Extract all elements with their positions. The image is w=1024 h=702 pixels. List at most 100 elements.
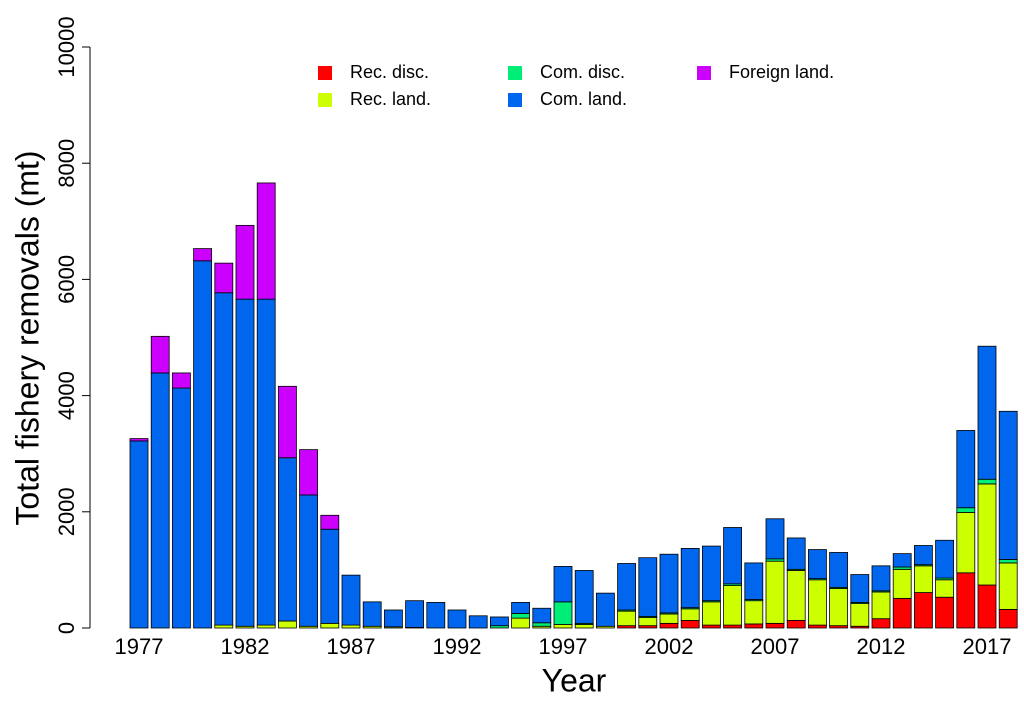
bar-segment <box>235 298 255 627</box>
bar-segment <box>765 518 785 560</box>
bar-segment <box>998 609 1018 629</box>
bar-segment <box>680 608 700 621</box>
x-tick-label: 2002 <box>645 634 694 659</box>
bar-segment <box>235 224 255 300</box>
bar-segment <box>808 549 827 580</box>
bar-segment <box>765 622 785 629</box>
bar-segment <box>320 514 340 530</box>
bar-segment <box>744 562 764 600</box>
bar-segment <box>744 623 764 629</box>
bar-segment <box>808 624 827 629</box>
bar-segment <box>680 548 700 609</box>
legend-swatch <box>697 66 711 80</box>
bar-segment <box>193 248 213 262</box>
legend-label: Rec. disc. <box>350 62 429 82</box>
bar-segment <box>320 528 340 624</box>
legend-swatch <box>318 66 332 80</box>
bar-segment <box>680 620 700 629</box>
bar-segment <box>956 507 976 513</box>
bar-segment <box>723 624 742 629</box>
bar-segment <box>935 539 954 579</box>
bar-segment <box>299 494 319 627</box>
bar-segment <box>659 553 679 614</box>
bar-segment <box>320 622 340 629</box>
bar-segment <box>532 622 552 627</box>
x-tick-label: 1987 <box>327 634 376 659</box>
bar-segment <box>426 602 446 629</box>
bar-segment <box>871 565 891 592</box>
bar-segment <box>511 613 531 619</box>
bar-segment <box>405 600 425 628</box>
y-tick-label: 10000 <box>54 16 79 77</box>
bar-segment <box>447 609 467 629</box>
y-tick-label: 2000 <box>54 487 79 536</box>
bar-segment <box>871 618 891 629</box>
bar-segment <box>892 597 912 629</box>
y-tick-label: 0 <box>54 622 79 634</box>
legend-label: Com. land. <box>540 89 627 109</box>
bar-segment <box>511 617 531 629</box>
bar-segment <box>214 624 234 629</box>
bar-segment <box>977 478 997 485</box>
bar-segment <box>765 560 785 624</box>
bar-segment <box>553 566 573 603</box>
bar-segment <box>574 570 594 624</box>
bar-segment <box>574 624 594 629</box>
y-axis-label: Total fishery removals (mt) <box>9 150 45 525</box>
bar-segment <box>468 615 488 629</box>
bar-segment <box>702 601 721 626</box>
bar-segment <box>956 430 976 509</box>
bar-segment <box>935 579 954 598</box>
bar-segment <box>489 616 509 627</box>
legend-label: Foreign land. <box>729 62 834 82</box>
y-tick-label: 8000 <box>54 139 79 188</box>
x-tick-label: 1992 <box>433 634 482 659</box>
legend-swatch <box>318 93 332 107</box>
bar-segment <box>977 584 997 629</box>
bar-segment <box>914 565 933 593</box>
bar-segment <box>998 559 1018 564</box>
bar-segment <box>914 545 933 566</box>
bar-segment <box>786 620 806 629</box>
bar-segment <box>638 617 658 627</box>
bar-segment <box>256 182 276 300</box>
bar-segment <box>935 596 954 629</box>
bar-segment <box>277 620 297 629</box>
bar-segment <box>744 600 764 625</box>
bar-segment <box>977 345 997 480</box>
legend-swatch <box>508 93 522 107</box>
legend-swatch <box>508 66 522 80</box>
bar-segment <box>659 613 679 624</box>
bar-segment <box>638 557 658 617</box>
bar-segment <box>808 579 827 626</box>
bar-segment <box>129 438 149 442</box>
bar-segment <box>150 335 170 374</box>
bar-segment <box>998 562 1018 610</box>
x-tick-label: 2012 <box>857 634 906 659</box>
bar-segment <box>214 292 234 626</box>
bar-segment <box>553 601 573 625</box>
bar-segment <box>617 563 636 611</box>
bar-segment <box>723 585 742 626</box>
bar-segment <box>723 527 742 585</box>
bar-segment <box>850 603 870 627</box>
y-tick-label: 6000 <box>54 255 79 304</box>
legend-label: Rec. land. <box>350 89 431 109</box>
bar-segment <box>171 387 191 629</box>
bar-segment <box>786 537 806 570</box>
x-tick-label: 1982 <box>221 634 270 659</box>
bar-segment <box>871 591 891 620</box>
bar-segment <box>956 572 976 629</box>
bar-segment <box>341 624 361 629</box>
x-tick-label: 1977 <box>115 634 164 659</box>
bar-segment <box>277 457 297 622</box>
bar-segment <box>850 574 870 603</box>
bar-segment <box>956 511 976 574</box>
bar-segment <box>977 483 997 586</box>
x-tick-label: 2017 <box>963 634 1012 659</box>
bar-segment <box>596 592 615 627</box>
bar-segment <box>892 553 912 568</box>
bar-segment <box>341 574 361 626</box>
bar-segment <box>383 609 403 628</box>
